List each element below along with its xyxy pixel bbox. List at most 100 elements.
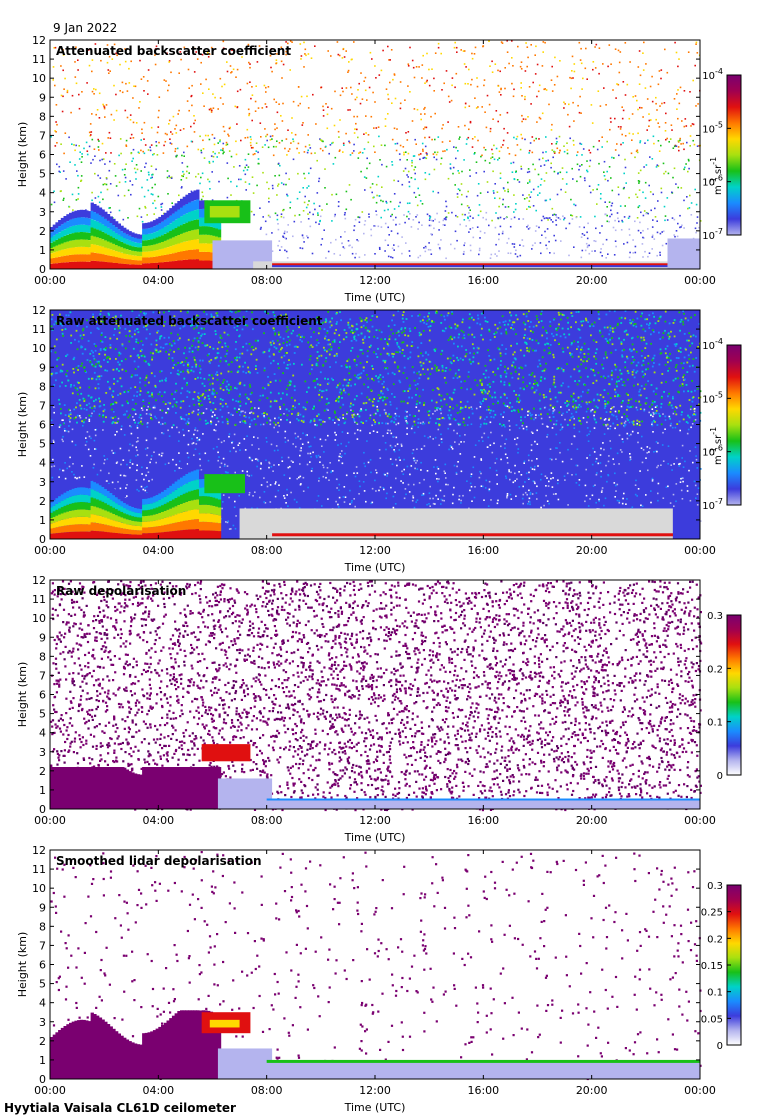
colorbar: 0 0.05 0.1 0.15 0.2 0.25 0.3 — [701, 881, 742, 1052]
panel-title: Raw depolarisation — [56, 584, 186, 598]
colorbar-unit: m-1 sr-1 — [709, 427, 724, 465]
colorbar-scale — [726, 344, 742, 506]
x-tick-label: 20:00 — [576, 544, 608, 557]
y-tick-label: 3 — [39, 1016, 46, 1029]
colorbar: 10-710-610-510-4m-1 sr-1 — [702, 67, 742, 242]
y-tick-label: 12 — [32, 844, 46, 857]
y-tick-label: 1 — [39, 244, 46, 257]
x-axis: 00:00 04:00 08:00 12:00 16:00 20:00 00:00 Time … — [34, 310, 716, 574]
x-tick-label: 04:00 — [142, 544, 174, 557]
colorbar-tick-label: 0 — [717, 771, 723, 782]
field-layer — [50, 310, 702, 539]
y-tick-label: 8 — [39, 380, 46, 393]
y-tick-label: 4 — [39, 997, 46, 1010]
fog-base-line — [272, 265, 679, 268]
depol-residual — [217, 778, 273, 809]
x-tick-label: 12:00 — [359, 274, 391, 287]
y-tick-label: 0 — [39, 263, 46, 276]
y-tick-label: 3 — [39, 746, 46, 759]
colorbar-tick-label: 0.2 — [707, 934, 723, 945]
y-tick-label: 11 — [32, 323, 46, 336]
depol-surface — [266, 1061, 700, 1079]
y-tick-label: 0 — [39, 1073, 46, 1086]
y-tick-label: 6 — [39, 149, 46, 162]
noise-high — [52, 40, 701, 157]
y-tick-label: 8 — [39, 650, 46, 663]
y-tick-label: 0 — [39, 803, 46, 816]
panel-title: Attenuated backscatter coefficient — [56, 44, 291, 58]
colorbar-tick-label: 0.15 — [701, 961, 723, 972]
x-tick-label: 00:00 — [34, 814, 66, 827]
colorbar-tick-label: 0.2 — [707, 664, 723, 675]
depol-cloud-layer — [50, 1010, 222, 1079]
colorbar-tick-label: 10-7 — [702, 497, 723, 512]
y-tick-label: 6 — [39, 419, 46, 432]
x-axis: 00:00 04:00 08:00 12:00 16:00 20:00 00:00 Time … — [34, 850, 716, 1114]
y-tick-label: 11 — [32, 593, 46, 606]
x-tick-label: 04:00 — [142, 1084, 174, 1097]
y-tick-label: 4 — [39, 727, 46, 740]
y-tick-label: 8 — [39, 920, 46, 933]
y-tick-label: 9 — [39, 91, 46, 104]
x-tick-label: 00:00 — [34, 274, 66, 287]
y-tick-label: 12 — [32, 574, 46, 587]
colorbar-tick-label: 0.3 — [707, 881, 723, 892]
panel-title: Raw attenuated backscatter coefficient — [56, 314, 323, 328]
y-tick-label: 12 — [32, 34, 46, 47]
y-tick-label: 8 — [39, 110, 46, 123]
x-axis-label: Time (UTC) — [344, 561, 406, 574]
depol-residual — [217, 1048, 273, 1079]
x-axis: 00:00 04:00 08:00 12:00 16:00 20:00 00:00 Time … — [34, 580, 716, 844]
x-axis-label: Time (UTC) — [344, 831, 406, 844]
y-tick-label: 3 — [39, 476, 46, 489]
y-tick-label: 12 — [32, 304, 46, 317]
x-tick-label: 08:00 — [251, 274, 283, 287]
colorbar: 10-710-610-510-4m-1 sr-1 — [702, 337, 742, 512]
x-tick-label: 12:00 — [359, 544, 391, 557]
colorbar-scale — [726, 614, 742, 776]
y-axis-label: Height (km) — [16, 392, 29, 458]
colorbar-tick-label: 0.1 — [707, 988, 723, 999]
colorbar-tick-label: 0.05 — [701, 1014, 723, 1025]
x-tick-label: 20:00 — [576, 1084, 608, 1097]
y-tick-label: 7 — [39, 669, 46, 682]
y-tick-label: 9 — [39, 901, 46, 914]
y-tick-label: 1 — [39, 784, 46, 797]
colorbar-scale — [726, 74, 742, 236]
y-tick-label: 1 — [39, 1054, 46, 1067]
colorbar-tick-label: 10-5 — [702, 120, 723, 135]
colorbar-tick-label: 0 — [717, 1041, 723, 1052]
y-axis-label: Height (km) — [16, 662, 29, 728]
depol-surface-edge — [266, 798, 700, 801]
y-tick-label: 3 — [39, 206, 46, 219]
fog-top-line — [272, 263, 679, 267]
colorbar-tick-label: 0.1 — [707, 718, 723, 729]
x-tick-label: 16:00 — [467, 544, 499, 557]
y-tick-label: 2 — [39, 765, 46, 778]
field-layer — [50, 40, 702, 269]
y-tick-label: 9 — [39, 361, 46, 374]
x-axis: 00:00 04:00 08:00 12:00 16:00 20:00 00:00 Time … — [34, 40, 716, 304]
y-tick-label: 9 — [39, 631, 46, 644]
colorbar-tick-label: 0.25 — [701, 908, 723, 919]
elevated-cloud — [204, 474, 245, 494]
y-tick-label: 7 — [39, 399, 46, 412]
noise-high — [50, 310, 702, 427]
x-tick-label: 08:00 — [251, 544, 283, 557]
y-tick-label: 7 — [39, 939, 46, 952]
boundary-layer-cloud — [50, 459, 222, 539]
y-tick-label: 11 — [32, 53, 46, 66]
x-tick-label: 16:00 — [467, 274, 499, 287]
colorbar-tick-label: 10-4 — [702, 337, 723, 352]
y-tick-label: 10 — [32, 342, 46, 355]
elevated-cloud-core — [209, 206, 240, 218]
x-tick-label: 00:00 — [684, 814, 716, 827]
late-layer — [672, 508, 700, 539]
y-tick-label: 6 — [39, 689, 46, 702]
